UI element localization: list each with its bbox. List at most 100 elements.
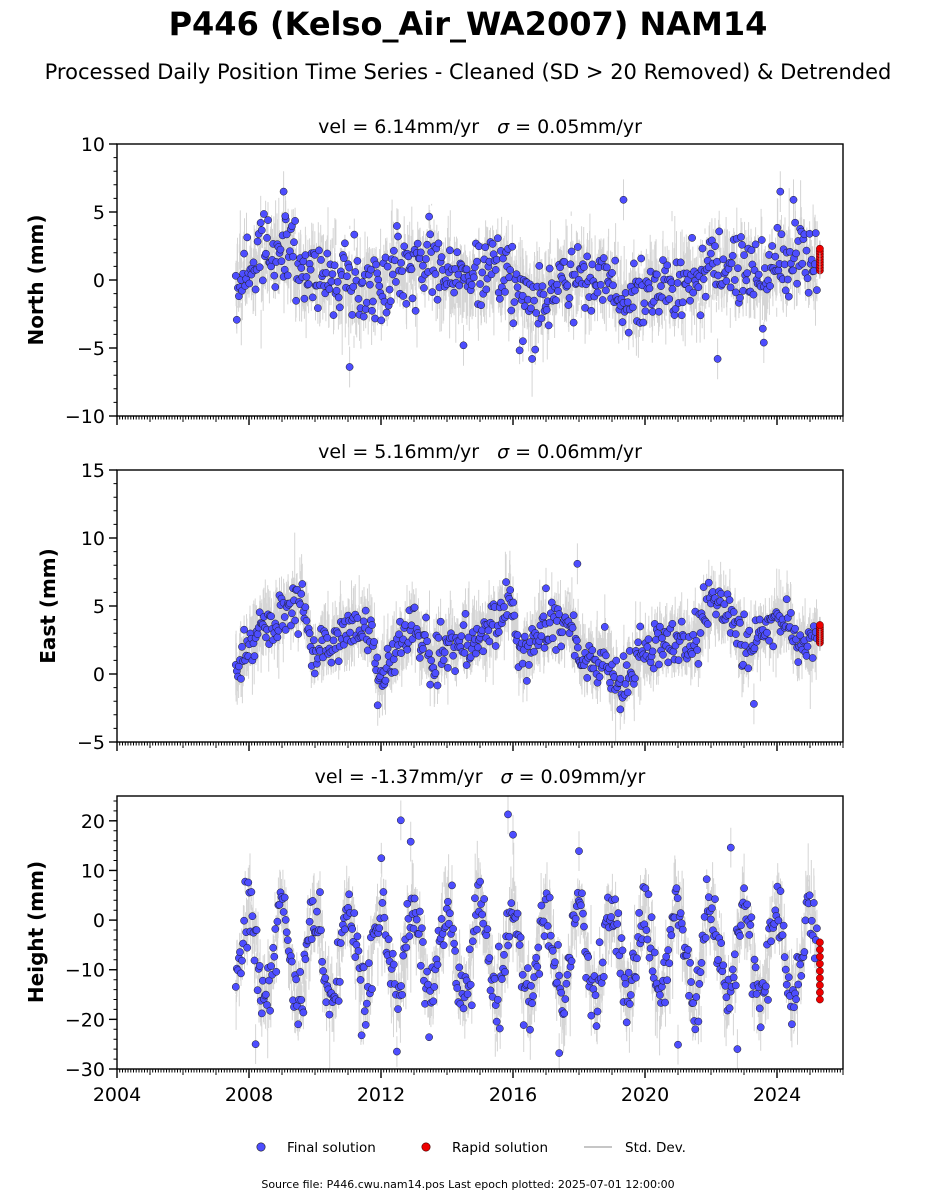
final-solution-point [370,638,378,646]
final-solution-point [712,610,720,619]
rapid-solution-point [816,621,824,629]
final-solution-point [530,647,538,656]
final-solution-point [247,888,256,896]
final-solution-point [446,909,454,918]
final-solution-point [652,270,661,279]
final-solution-point [611,256,620,265]
final-solution-point [307,935,316,944]
final-solution-point [425,1033,433,1042]
final-solution-point [298,580,307,588]
final-solution-point [396,816,405,825]
final-solution-point [645,284,654,293]
final-solution-point [736,932,744,940]
final-solution-point [327,658,336,667]
final-solution-point [354,294,363,303]
final-solution-point [532,953,541,962]
final-solution-point [289,252,297,261]
final-solution-point [305,629,314,638]
final-solution-point [623,298,632,307]
final-solution-point [726,843,735,852]
rapid-solution-point [816,959,824,968]
final-solution-point [305,917,314,926]
final-solution-point [429,997,438,1006]
final-solution-point [380,913,389,922]
final-solution-point [386,297,395,306]
final-solution-point [280,613,289,621]
x-minor-ticks [116,1069,844,1075]
final-solution-point [626,991,635,999]
final-solution-point [565,294,574,302]
final-solution-point [388,270,397,279]
final-solution-point [791,218,799,227]
final-solution-point [480,895,489,903]
final-solution-point [791,624,799,633]
final-solution-point [745,626,754,635]
final-solution-point [280,893,289,902]
final-solution-point [548,634,557,643]
final-solution-point [695,980,704,988]
final-solution-point [299,1008,308,1017]
final-solution-point [796,631,805,640]
final-solution-point [450,939,458,948]
final-solution-point [437,253,446,261]
final-solution-point [713,355,722,363]
final-solution-point [457,632,466,640]
final-solution-point [271,283,280,291]
final-solution-point [493,995,502,1004]
final-solution-point [328,270,337,278]
final-solution-point [667,931,676,940]
final-solution-point [644,890,653,899]
panel-height-plot-area: 2004 2008 2012 2016 2020 2024 −30 −20 −10 0 10 20 [65,795,844,1106]
final-solution-point [704,578,713,587]
final-solution-point [526,1025,534,1034]
final-solution-point [465,945,474,954]
final-solution-point [282,230,291,239]
final-solution-point [689,999,698,1007]
final-solution-point [506,266,515,274]
final-solution-point [240,625,248,634]
final-solution-point [768,242,777,250]
panel-east: vel = 5.16mm/yr σ = 0.06mm/yr East (mm) −5… [36,441,844,754]
final-solution-point [631,286,639,295]
final-solution-point [584,953,593,961]
final-solution-point [473,925,481,934]
final-solution-point [365,959,373,967]
final-solution-point [281,916,290,924]
final-solution-point [734,264,742,273]
final-solution-point [533,962,542,971]
final-solution-point [573,559,582,568]
final-solution-point [677,919,686,928]
final-solution-point [420,284,428,292]
final-solution-point [764,996,772,1004]
final-solution-point [251,1040,260,1049]
final-solution-point [459,621,468,629]
final-solution-point [781,286,790,295]
final-solution-point [397,649,405,657]
final-solution-point [315,246,323,255]
final-solution-point [555,610,563,619]
final-solution-point [555,1049,564,1057]
legend-std-label: Std. Dev. [625,1140,686,1156]
final-solution-point [501,288,509,296]
final-solution-point [595,938,604,947]
final-solution-point [756,1023,765,1032]
final-solution-point [243,943,252,952]
final-solution-point [671,305,680,313]
y-tick-label: −10 [65,960,105,982]
final-solution-point [639,318,648,327]
final-solution-point [622,1018,631,1027]
final-solution-point [488,240,497,248]
final-solution-point [362,999,371,1008]
final-solution-point [749,290,758,299]
final-solution-point [656,991,664,999]
final-solution-point [792,995,800,1004]
final-solution-point [378,899,387,907]
final-solution-point [677,617,686,626]
panel-east-x-ticks [116,742,844,751]
final-solution-point [767,937,775,946]
final-solution-point [593,288,602,297]
final-solution-point [664,946,673,954]
panel-north-plot-area: −10 −5 0 5 10 [65,134,844,428]
final-solution-point [633,954,641,963]
